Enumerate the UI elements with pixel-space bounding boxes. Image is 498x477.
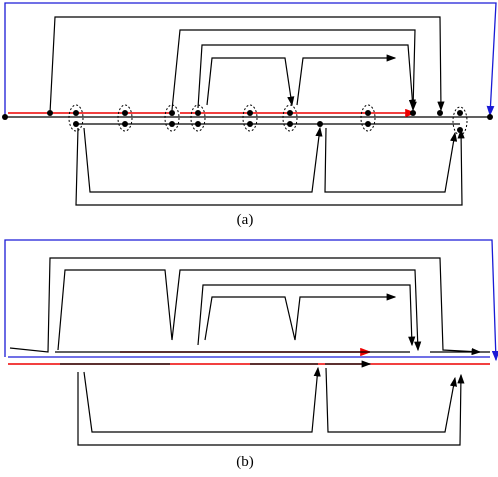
arc <box>324 127 458 193</box>
arc <box>83 126 323 193</box>
arc <box>83 366 321 433</box>
blue-path <box>4 239 498 362</box>
groupings <box>68 104 468 136</box>
arc <box>204 293 397 341</box>
arc <box>75 127 465 206</box>
panel-label: (a) <box>237 212 254 228</box>
panel-label: (b) <box>236 454 254 470</box>
blue-path <box>4 2 497 117</box>
arc <box>9 257 482 356</box>
panel-a: (a) <box>2 2 497 228</box>
arc <box>325 367 458 433</box>
arc <box>49 16 445 114</box>
arc <box>57 269 422 352</box>
arc <box>197 284 416 347</box>
nodes <box>2 110 493 133</box>
arc <box>171 29 417 112</box>
panel-b: (b) <box>4 239 498 470</box>
arc <box>197 44 416 110</box>
arc <box>296 54 397 106</box>
arc <box>206 57 295 107</box>
arc <box>77 372 465 446</box>
